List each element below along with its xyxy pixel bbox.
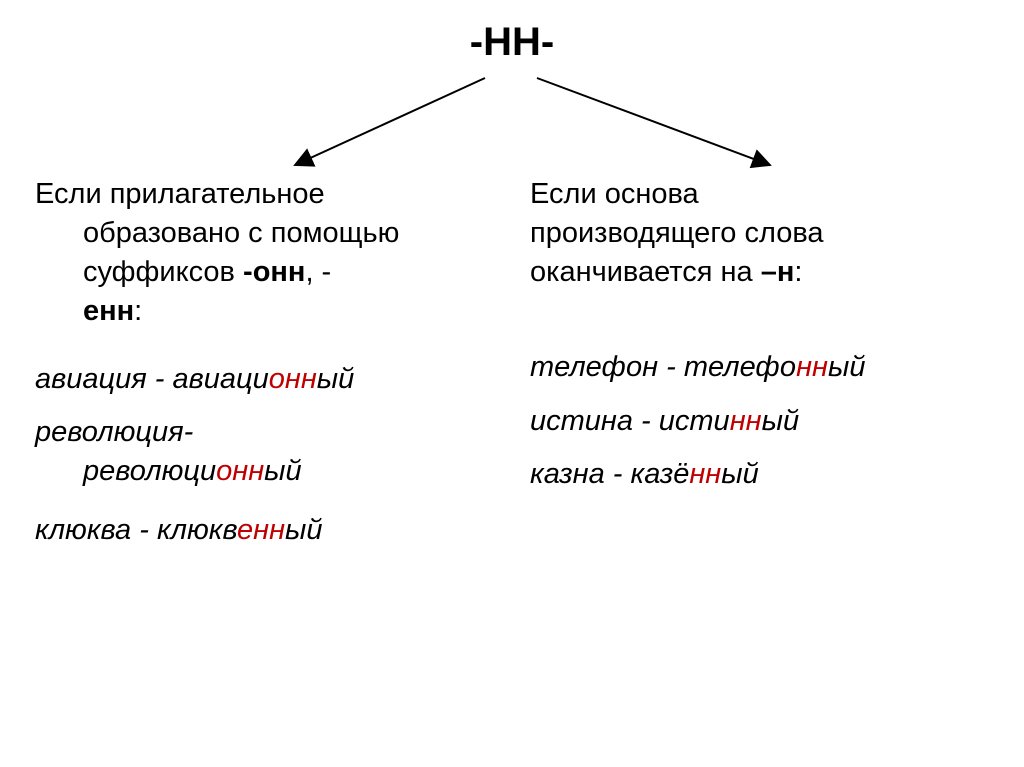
rex1-post: ый xyxy=(828,351,865,383)
ex2a: революция- xyxy=(35,416,193,448)
ex2b-pre: революци xyxy=(83,455,216,487)
rex2-pre: истина - исти xyxy=(530,405,730,437)
left-example-3: клюква - клюквенный xyxy=(35,511,505,550)
right-heading-pre: оканчивается на xyxy=(530,256,761,288)
ex3-post: ый xyxy=(285,514,322,546)
ex1-pre: авиация - авиаци xyxy=(35,363,269,395)
right-column: Если основа производящего слова оканчива… xyxy=(530,175,1000,508)
left-example-1: авиация - авиационный xyxy=(35,360,505,399)
rex1-hl: нн xyxy=(796,351,828,383)
right-heading-end: : xyxy=(794,256,802,288)
arrow-left-icon xyxy=(280,70,500,180)
suffix-n: –н xyxy=(761,256,795,288)
suffix-onn: -онн xyxy=(243,256,305,288)
ex1-post: ый xyxy=(317,363,354,395)
rex3-post: ый xyxy=(721,458,758,490)
ex2b-post: ый xyxy=(264,455,301,487)
right-heading-line1: Если основа xyxy=(530,178,699,210)
rex2-hl: нн xyxy=(730,405,762,437)
ex3-hl: енн xyxy=(237,514,285,546)
rex3-hl: нн xyxy=(689,458,721,490)
left-heading-pre: суффиксов xyxy=(83,256,243,288)
left-column: Если прилагательное образовано с помощью… xyxy=(35,175,505,564)
right-heading: Если основа производящего слова оканчива… xyxy=(530,175,1000,292)
rex2-post: ый xyxy=(762,405,799,437)
left-heading-line2: образовано с помощью xyxy=(35,217,399,249)
left-heading-line1: Если прилагательное xyxy=(35,178,325,210)
left-heading-mid: , - xyxy=(305,256,331,288)
rex1-pre: телефон - телефо xyxy=(530,351,796,383)
right-example-3: казна - казённый xyxy=(530,455,1000,494)
left-example-2: революция- революционный xyxy=(35,413,505,491)
suffix-enn: енн xyxy=(83,295,134,327)
left-heading: Если прилагательное образовано с помощью… xyxy=(35,175,505,332)
ex2b-hl: онн xyxy=(216,455,264,487)
ex1-hl: онн xyxy=(269,363,317,395)
rex3-pre: казна - казё xyxy=(530,458,689,490)
title-nn: -НН- xyxy=(470,20,554,65)
arrow-right-icon xyxy=(525,70,785,180)
ex3-pre: клюква - клюкв xyxy=(35,514,237,546)
right-heading-line2: производящего слова xyxy=(530,217,824,249)
right-example-1: телефон - телефонный xyxy=(530,348,1000,387)
right-example-2: истина - истинный xyxy=(530,402,1000,441)
left-heading-end: : xyxy=(134,295,142,327)
